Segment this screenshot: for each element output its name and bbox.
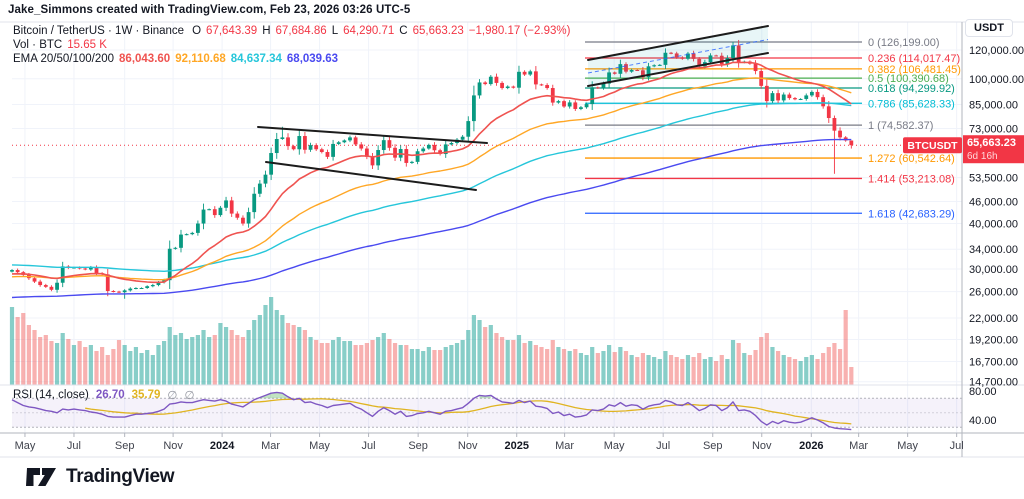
svg-text:16,700.00: 16,700.00 (969, 357, 1018, 369)
svg-text:Nov: Nov (163, 440, 183, 452)
svg-text:1.272 (60,542.64): 1.272 (60,542.64) (868, 153, 955, 165)
svg-text:46,000.00: 46,000.00 (969, 196, 1018, 208)
svg-text:2026: 2026 (799, 440, 823, 452)
svg-text:May: May (15, 440, 36, 452)
volume-legend-row[interactable]: Vol · BTC 15.65 K (13, 39, 107, 51)
symbol-legend-row[interactable]: Bitcoin / TetherUS · 1W · Binance O 67,64… (13, 25, 570, 37)
rsi-empty-icon: ∅ (167, 390, 178, 402)
svg-text:22,000.00: 22,000.00 (969, 313, 1018, 325)
svg-text:Jul: Jul (656, 440, 670, 452)
svg-text:1.414 (53,213.08): 1.414 (53,213.08) (868, 173, 955, 185)
tradingview-logo-text: TradingView (66, 466, 175, 487)
symbol-title[interactable]: Bitcoin / TetherUS · 1W · Binance (13, 25, 185, 37)
svg-text:Mar: Mar (261, 440, 280, 452)
change-value: −1,980.17 (−2.93%) (468, 25, 571, 37)
svg-text:Jul: Jul (67, 440, 81, 452)
svg-text:85,000.00: 85,000.00 (969, 99, 1018, 111)
svg-text:2024: 2024 (210, 440, 235, 452)
svg-text:BTCUSDT: BTCUSDT (907, 140, 958, 152)
svg-text:May: May (604, 440, 625, 452)
rsi-ma-value: 35.79 (131, 389, 161, 401)
ohlc-open-value: 67,643.39 (206, 25, 258, 37)
ohlc-close-value: 65,663.23 (412, 25, 464, 37)
svg-text:0 (126,199.00): 0 (126,199.00) (868, 37, 940, 49)
tradingview-logo-icon (26, 468, 56, 486)
volume-value: 15.65 K (67, 39, 107, 51)
svg-text:Sep: Sep (115, 440, 135, 452)
svg-text:73,000.00: 73,000.00 (969, 123, 1018, 135)
svg-text:Nov: Nov (752, 440, 772, 452)
ohlc-close-label: C (399, 25, 408, 37)
rsi-params: (14, close) (35, 389, 89, 401)
attribution-text: Jake_Simmons created with TradingView.co… (8, 4, 411, 16)
ohlc-low-label: L (331, 25, 339, 37)
svg-text:40.00: 40.00 (969, 415, 997, 427)
svg-text:Mar: Mar (849, 440, 868, 452)
svg-text:Sep: Sep (408, 440, 428, 452)
svg-text:Sep: Sep (703, 440, 723, 452)
ema100-value: 84,637.34 (230, 53, 282, 65)
ohlc-low-value: 64,290.71 (343, 25, 395, 37)
svg-text:34,000.00: 34,000.00 (969, 244, 1018, 256)
svg-text:Nov: Nov (458, 440, 478, 452)
ohlc-open-label: O (192, 25, 202, 37)
svg-text:0.382 (106,481.45): 0.382 (106,481.45) (868, 64, 961, 76)
svg-text:1 (74,582.37): 1 (74,582.37) (868, 120, 933, 132)
ohlc-high-label: H (262, 25, 271, 37)
svg-text:26,000.00: 26,000.00 (969, 287, 1018, 299)
ema200-value: 68,039.63 (286, 53, 339, 65)
svg-text:14,700.00: 14,700.00 (969, 377, 1018, 389)
svg-text:0.618 (94,299.92): 0.618 (94,299.92) (868, 83, 955, 95)
svg-text:Jul: Jul (362, 440, 376, 452)
rsi-title[interactable]: RSI (13, 389, 33, 401)
svg-text:30,000.00: 30,000.00 (969, 264, 1018, 276)
svg-text:6d 16h: 6d 16h (967, 151, 998, 162)
svg-text:120,000.00: 120,000.00 (969, 45, 1024, 57)
tradingview-logo[interactable]: TradingView (26, 466, 175, 488)
currency-toggle-button[interactable]: USDT (965, 19, 1013, 37)
svg-text:Mar: Mar (555, 440, 574, 452)
svg-text:65,663.23: 65,663.23 (967, 137, 1016, 149)
svg-text:40,000.00: 40,000.00 (969, 219, 1018, 231)
svg-text:100,000.00: 100,000.00 (969, 74, 1024, 86)
svg-text:1.618 (42,683.29): 1.618 (42,683.29) (868, 208, 955, 220)
svg-text:May: May (897, 440, 918, 452)
rsi-legend-row[interactable]: RSI (14, close) 26.70 35.79 ∅ ∅ (13, 388, 194, 402)
ema-legend-row[interactable]: EMA 20/50/100/200 86,043.60 92,110.68 84… (13, 53, 338, 65)
ohlc-high-value: 67,684.86 (275, 25, 327, 37)
svg-text:0.5 (100,390.68): 0.5 (100,390.68) (868, 73, 949, 85)
svg-text:53,500.00: 53,500.00 (969, 173, 1018, 185)
svg-text:80.00: 80.00 (969, 386, 997, 398)
svg-text:2025: 2025 (504, 440, 528, 452)
svg-text:May: May (309, 440, 330, 452)
svg-text:Jul: Jul (950, 440, 964, 452)
volume-title[interactable]: Vol · BTC (13, 39, 63, 51)
ema50-value: 92,110.68 (175, 53, 226, 65)
svg-text:0.236 (114,017.47): 0.236 (114,017.47) (868, 53, 960, 65)
rsi-value: 26.70 (95, 389, 125, 401)
svg-text:19,200.00: 19,200.00 (969, 335, 1018, 347)
rsi-empty-icon: ∅ (184, 390, 195, 402)
svg-text:0.786 (85,628.33): 0.786 (85,628.33) (868, 98, 955, 110)
ema-title[interactable]: EMA 20/50/100/200 (13, 53, 115, 65)
ema20-value: 86,043.60 (119, 53, 171, 65)
